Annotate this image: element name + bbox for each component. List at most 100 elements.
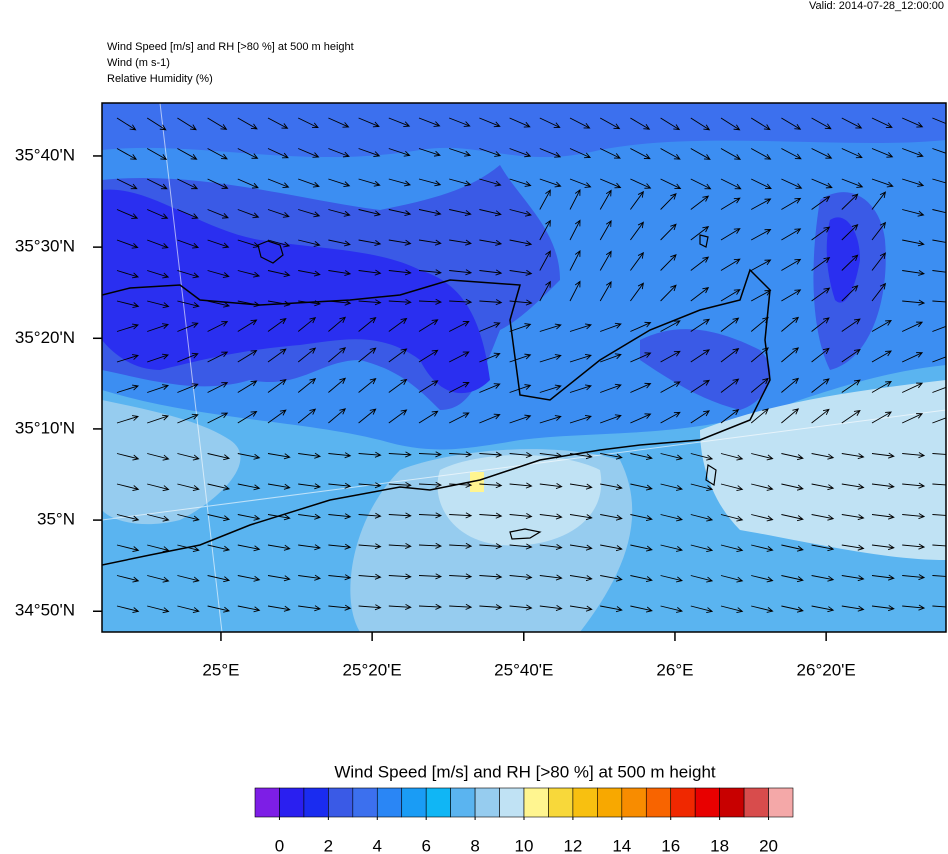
wind-arrow (841, 379, 861, 393)
colorbar-swatch (328, 787, 354, 818)
wind-arrow (298, 148, 320, 158)
wind-arrow (599, 117, 621, 130)
wind-arrow (539, 452, 563, 459)
wind-arrow (147, 300, 170, 309)
wind-arrow (750, 148, 772, 160)
wind-arrow (660, 453, 683, 461)
wind-arrow (116, 605, 140, 614)
wind-arrow (690, 148, 711, 160)
colorbar-swatch (719, 787, 745, 818)
wind-arrow (569, 354, 592, 363)
wind-arrow (116, 354, 139, 363)
wind-arrow (116, 300, 140, 309)
wind-arrow (690, 605, 714, 614)
wind-arrow (418, 573, 443, 580)
wind-arrow (267, 348, 287, 363)
wind-arrow (509, 353, 532, 363)
wind-arrow (358, 573, 382, 580)
wind-arrow (147, 544, 170, 553)
colorbar-swatch (303, 787, 329, 818)
wind-arrow (388, 298, 412, 305)
wind-arrow (298, 178, 320, 188)
wind-arrow (177, 352, 199, 363)
wind-arrow (539, 280, 551, 302)
wind-arrow (448, 321, 470, 332)
wind-arrow (690, 256, 710, 271)
wind-arrow (116, 453, 140, 461)
wind-arrow (660, 483, 683, 491)
wind-arrow (358, 299, 382, 306)
wind-arrow (358, 377, 377, 393)
wind-arrow (539, 189, 551, 210)
wind-arrow (147, 605, 170, 614)
wind-arrow (751, 178, 772, 190)
wind-arrow (841, 544, 865, 551)
wind-arrow (781, 258, 802, 271)
wind-arrow (448, 412, 470, 424)
wind-arrow (177, 453, 200, 461)
wind-arrow (600, 483, 623, 491)
wind-arrow (811, 378, 830, 393)
colorbar-swatch (425, 787, 451, 818)
wind-arrow (207, 178, 229, 189)
wind-arrow (116, 483, 140, 492)
wind-arrow (600, 575, 623, 582)
wind-arrow (750, 408, 769, 424)
wind-arrow (479, 269, 503, 276)
wind-arrow (509, 604, 533, 611)
wind-arrow (871, 513, 895, 520)
wind-arrow (781, 483, 804, 491)
wind-arrow (207, 117, 228, 130)
wind-arrow (207, 544, 231, 552)
wind-arrow (871, 221, 887, 241)
wind-arrow (116, 117, 137, 131)
wind-arrow (328, 347, 347, 363)
wind-arrow (509, 452, 533, 459)
wind-arrow (841, 348, 861, 363)
wind-arrow (720, 453, 744, 461)
wind-arrow (509, 148, 532, 158)
wind-arrow (720, 148, 742, 160)
wind-arrow (388, 409, 408, 424)
wind-arrow (751, 483, 774, 491)
wind-arrow (177, 178, 199, 190)
colorbar-swatch (572, 787, 598, 818)
colorbar-swatch (523, 787, 549, 818)
wind-arrow (600, 383, 622, 393)
wind-arrow (781, 178, 803, 189)
wind-arrow (449, 148, 472, 157)
wind-arrow (177, 117, 197, 131)
wind-arrow (449, 117, 471, 127)
wind-arrow (328, 408, 347, 424)
colorbar-tick-label: 6 (421, 836, 430, 854)
wind-arrow (569, 148, 592, 159)
wind-arrow (720, 258, 741, 271)
wind-arrow (539, 354, 562, 363)
wind-arrow (237, 380, 258, 393)
wind-arrow (690, 544, 714, 553)
wind-arrow (388, 603, 412, 610)
wind-arrow (418, 603, 443, 610)
wind-arrow (207, 148, 228, 160)
wind-arrow (720, 544, 744, 553)
wind-arrow (690, 575, 714, 583)
wind-arrow (177, 300, 200, 308)
wind-arrow (207, 209, 229, 219)
colorbar-swatch (450, 787, 476, 818)
wind-arrow (267, 178, 290, 189)
wind-arrow (871, 117, 893, 128)
wind-arrow (781, 148, 802, 160)
colorbar-title: Wind Speed [m/s] and RH [>80 %] at 500 m… (334, 762, 716, 781)
wind-arrow (539, 513, 563, 520)
wind-arrow (569, 178, 592, 188)
wind-arrow (781, 408, 800, 424)
wind-arrow (569, 605, 593, 612)
wind-arrow (902, 452, 926, 459)
wind-arrow (177, 322, 199, 332)
wind-arrow (418, 178, 442, 187)
x-tick-label: 25°20'E (343, 660, 402, 679)
wind-arrow (630, 605, 653, 613)
wind-arrow (539, 483, 563, 490)
wind-arrow (630, 282, 644, 302)
wind-arrow (116, 575, 140, 583)
